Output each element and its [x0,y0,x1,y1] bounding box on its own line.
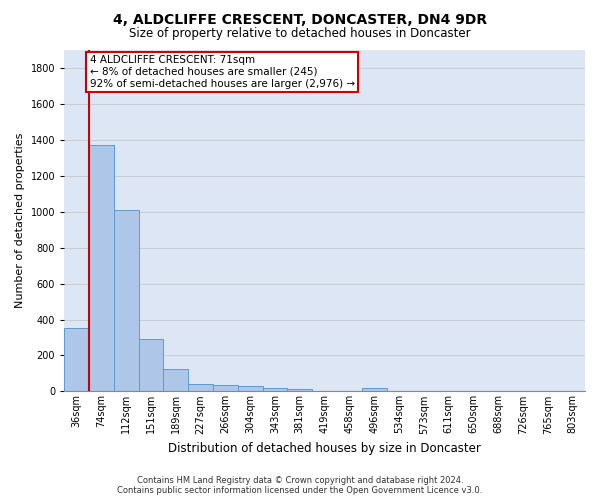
Bar [362,388,386,392]
Bar [213,385,238,392]
Bar [263,388,287,392]
Bar [287,388,312,392]
Text: 4 ALDCLIFFE CRESCENT: 71sqm
← 8% of detached houses are smaller (245)
92% of sem: 4 ALDCLIFFE CRESCENT: 71sqm ← 8% of deta… [89,56,355,88]
X-axis label: Distribution of detached houses by size in Doncaster: Distribution of detached houses by size … [168,442,481,455]
Bar [163,369,188,392]
Bar [64,328,89,392]
Text: 4, ALDCLIFFE CRESCENT, DONCASTER, DN4 9DR: 4, ALDCLIFFE CRESCENT, DONCASTER, DN4 9D… [113,12,487,26]
Bar [238,386,263,392]
Bar [89,145,114,392]
Bar [139,340,163,392]
Bar [188,384,213,392]
Bar [114,210,139,392]
Text: Contains HM Land Registry data © Crown copyright and database right 2024.
Contai: Contains HM Land Registry data © Crown c… [118,476,482,495]
Y-axis label: Number of detached properties: Number of detached properties [15,133,25,308]
Text: Size of property relative to detached houses in Doncaster: Size of property relative to detached ho… [129,28,471,40]
